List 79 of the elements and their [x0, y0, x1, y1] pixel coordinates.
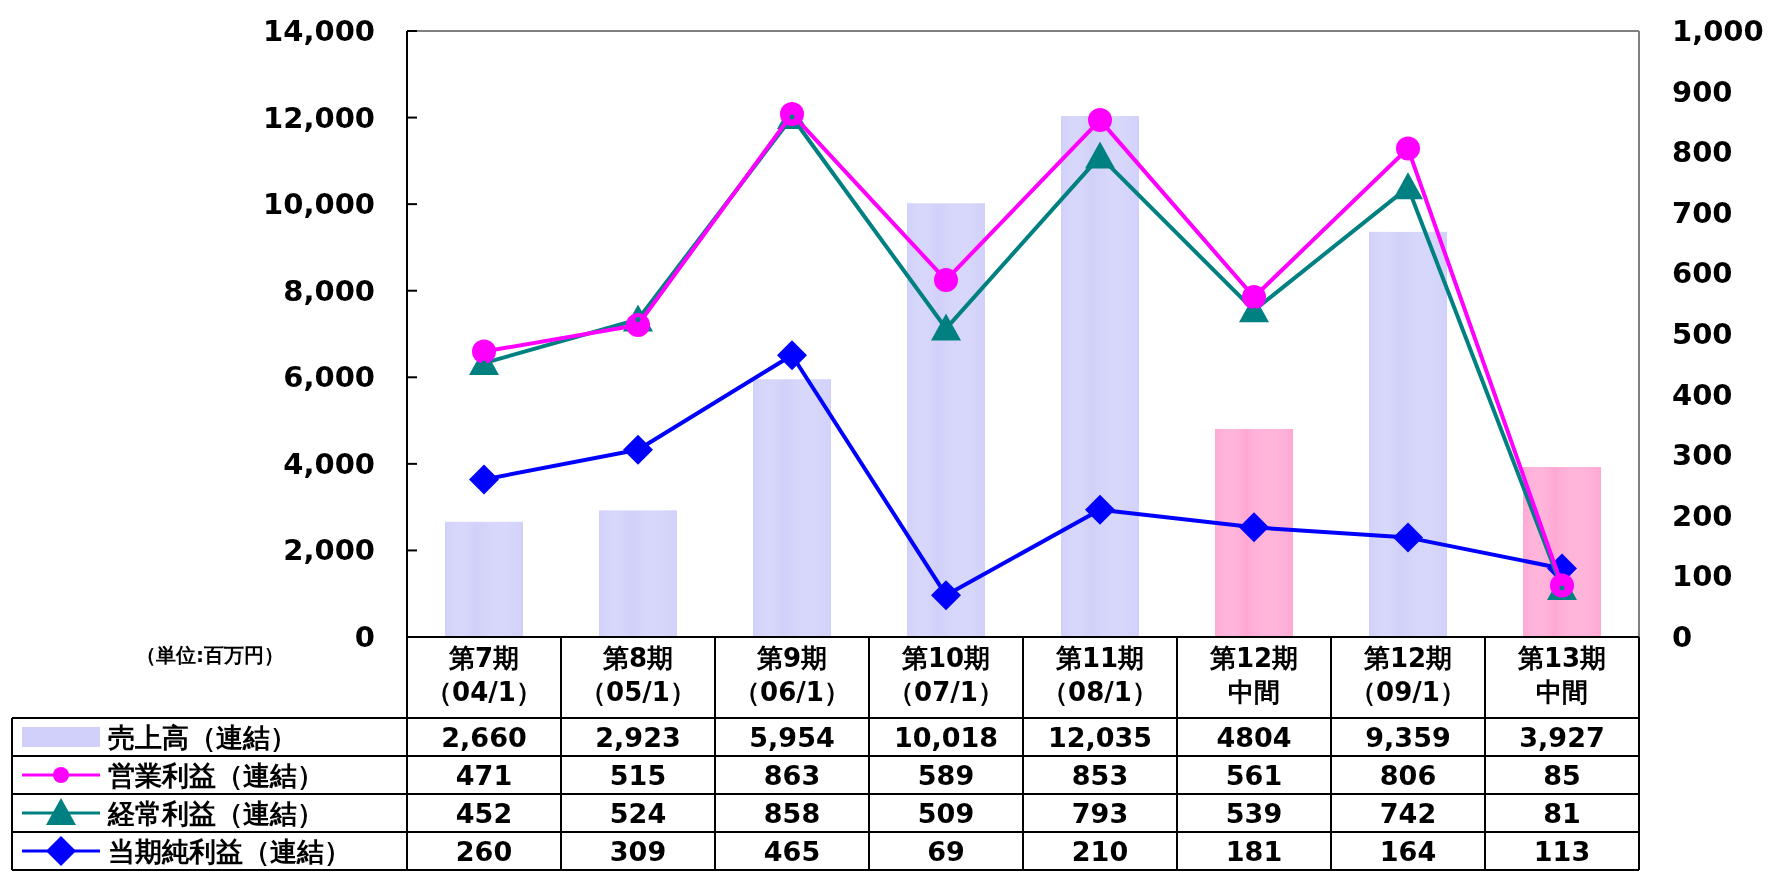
- data-label: 471: [455, 760, 513, 791]
- text: （単位:百万円）: [136, 643, 284, 667]
- data-label: 515: [609, 760, 667, 791]
- data-label: 858: [763, 798, 821, 829]
- data-label: 309: [609, 836, 667, 867]
- y2-tick-label: 100: [1672, 559, 1733, 594]
- data-label: 589: [917, 760, 975, 791]
- point: [1239, 512, 1269, 543]
- y-tick-label: 10,000: [263, 187, 375, 222]
- x-tick-label: 第11期（08/1）: [1042, 643, 1158, 707]
- data-label: 113: [1533, 836, 1591, 867]
- point: [1085, 141, 1115, 169]
- point: [1085, 494, 1115, 525]
- data-label: 742: [1379, 798, 1437, 829]
- data-label: 5,954: [749, 722, 835, 753]
- data-label: 863: [763, 760, 821, 791]
- data-label: 3,927: [1519, 722, 1605, 753]
- y-tick-label: 2,000: [283, 533, 375, 568]
- data-label: 2,660: [441, 722, 527, 753]
- data-label: 81: [1543, 798, 1581, 829]
- data-label: 181: [1225, 836, 1283, 867]
- data-label: 85: [1543, 760, 1581, 791]
- data-label: 853: [1071, 760, 1129, 791]
- data-label: 12,035: [1047, 722, 1153, 753]
- y2-tick-label: 300: [1672, 438, 1733, 473]
- y2-tick-label: 400: [1672, 377, 1733, 412]
- data-label: 524: [609, 798, 667, 829]
- data-label: 452: [455, 798, 513, 829]
- point: [1088, 108, 1112, 133]
- point: [931, 313, 961, 341]
- data-label: 4804: [1216, 722, 1292, 753]
- data-label: 210: [1071, 836, 1129, 867]
- data-label: 561: [1225, 760, 1283, 791]
- x-tick-label: 第7期（04/1）: [426, 643, 542, 707]
- y-tick-label: 0: [354, 620, 375, 654]
- data-label: 539: [1225, 798, 1283, 829]
- x-tick-label: 第10期（07/1）: [888, 643, 1004, 707]
- x-tick-label: 第9期（06/1）: [734, 643, 850, 707]
- y2-tick-label: 900: [1672, 74, 1733, 109]
- legend-label: 経常利益（連結）: [107, 798, 324, 829]
- point: [1242, 285, 1266, 310]
- point: [934, 268, 958, 293]
- y2-tick-label: 600: [1672, 256, 1733, 291]
- legend-label: 当期純利益（連結）: [108, 836, 351, 867]
- x-tick-label: 第12期（09/1）: [1350, 643, 1466, 707]
- y2-tick-label: 500: [1672, 317, 1733, 351]
- point: [777, 340, 807, 371]
- data-label: 2,923: [595, 722, 681, 753]
- y-tick-label: 6,000: [283, 360, 375, 395]
- y-tick-label: 12,000: [263, 100, 375, 135]
- point: [1393, 522, 1423, 553]
- y2-tick-label: 800: [1672, 135, 1733, 170]
- y2-tick-label: 700: [1672, 195, 1733, 230]
- x-tick-label: 第8期（05/1）: [580, 643, 696, 707]
- point: [1396, 136, 1420, 161]
- legend-label: 売上高（連結）: [108, 722, 297, 753]
- y2-tick-label: 0: [1672, 620, 1693, 654]
- y-tick-label: 14,000: [263, 14, 375, 48]
- point: [469, 464, 499, 495]
- point: [472, 339, 496, 364]
- data-label: 465: [763, 836, 821, 867]
- data-label: 260: [455, 836, 513, 867]
- data-label: 793: [1071, 798, 1129, 829]
- legend-label: 営業利益（連結）: [108, 760, 324, 791]
- point: [931, 580, 961, 611]
- point: [1393, 172, 1423, 200]
- y-tick-label: 8,000: [283, 273, 375, 308]
- data-label: 509: [917, 798, 975, 829]
- x-tick-label: 第13期中間: [1516, 643, 1607, 707]
- x-tick-label: 第12期中間: [1208, 643, 1299, 707]
- point: [623, 434, 653, 465]
- y-tick-label: 4,000: [283, 446, 375, 481]
- data-label: 806: [1379, 760, 1437, 791]
- data-label: 10,018: [893, 722, 999, 753]
- data-label: 9,359: [1365, 722, 1451, 753]
- y2-tick-label: 200: [1672, 498, 1733, 533]
- y2-tick-label: 1,000: [1672, 14, 1764, 48]
- data-label: 69: [927, 836, 965, 867]
- data-label: 164: [1379, 836, 1437, 867]
